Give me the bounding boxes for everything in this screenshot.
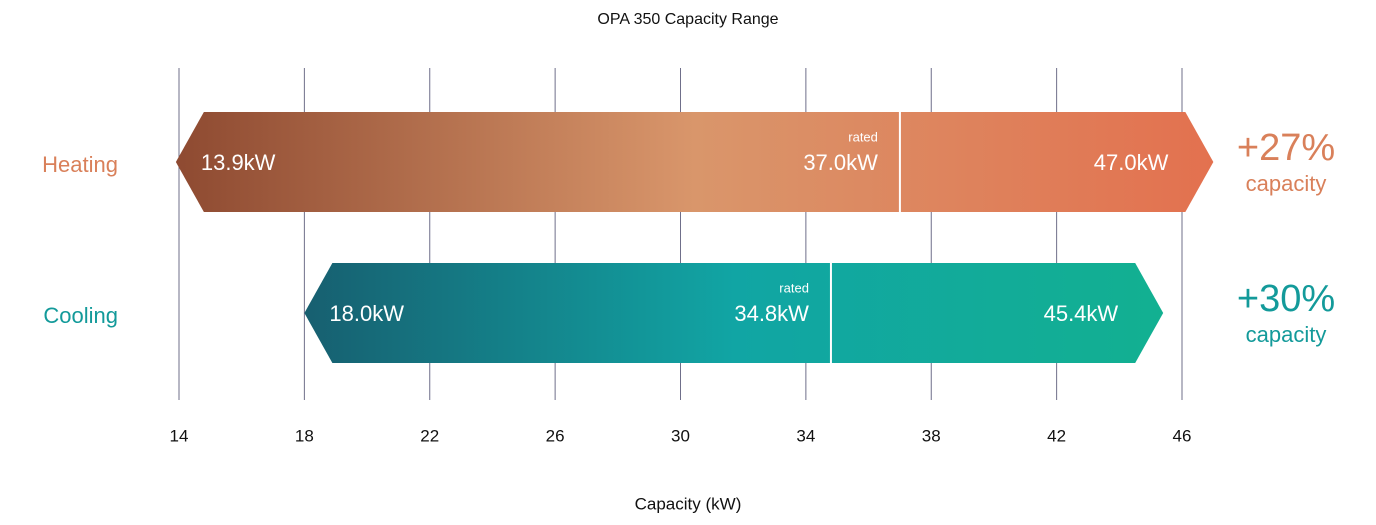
- value-label: 37.0kW: [803, 150, 878, 175]
- x-tick-label: 18: [295, 426, 314, 445]
- x-tick-label: 38: [922, 426, 941, 445]
- range-bar: [304, 263, 1164, 363]
- x-tick-label: 22: [420, 426, 439, 445]
- x-axis-label: Capacity (kW): [635, 494, 742, 513]
- rated-label: rated: [779, 280, 809, 295]
- rated-label: rated: [848, 129, 878, 144]
- category-label: Cooling: [43, 303, 118, 328]
- x-tick-label: 26: [546, 426, 565, 445]
- x-tick-label: 46: [1173, 426, 1192, 445]
- value-label: 13.9kW: [201, 150, 276, 175]
- annotation: +27%: [1237, 127, 1335, 169]
- value-label: 47.0kW: [1094, 150, 1169, 175]
- x-tick-label: 34: [796, 426, 815, 445]
- value-label: 18.0kW: [329, 301, 404, 326]
- value-label: 34.8kW: [734, 301, 809, 326]
- x-tick-label: 14: [170, 426, 189, 445]
- annotation-sub: capacity: [1246, 171, 1327, 196]
- category-label: Heating: [42, 152, 118, 177]
- x-tick-label: 30: [671, 426, 690, 445]
- value-label: 45.4kW: [1044, 301, 1119, 326]
- range-bar: [175, 112, 1214, 212]
- chart-title: OPA 350 Capacity Range: [597, 11, 778, 28]
- annotation: +30%: [1237, 278, 1335, 320]
- x-tick-label: 42: [1047, 426, 1066, 445]
- annotation-sub: capacity: [1246, 322, 1327, 347]
